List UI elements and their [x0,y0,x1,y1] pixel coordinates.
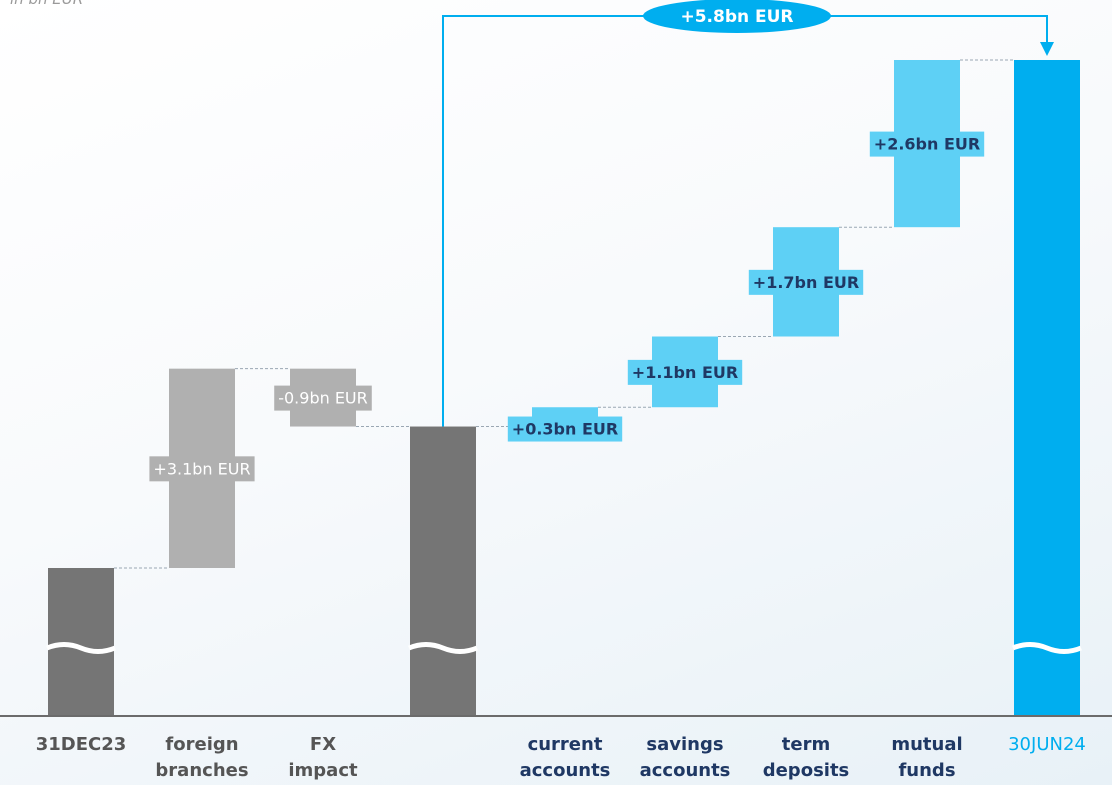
value-label-current-accounts-box [507,416,623,442]
bridge-label-pill [643,0,831,33]
value-label-term-deposits-box [748,269,864,295]
category-label-mutual-funds: mutual funds [891,734,962,781]
value-label-mutual-funds: +2.6bn EUR [874,135,980,154]
category-label-foreign-branches: foreign branches [155,734,248,781]
bar-30jun24 [1014,60,1080,716]
bridge-arrow-head [1040,42,1054,56]
bar-bar-3 [410,426,476,716]
bridge-label: +5.8bn EUR [680,7,793,27]
value-label-term-deposits: +1.7bn EUR [753,273,859,292]
value-label-fx-impact: -0.9bn EUR [278,389,368,408]
category-label-term-deposits: term deposits [763,734,850,781]
value-label-foreign-branches: +3.1bn EUR [153,459,250,478]
category-label-31dec23: 31DEC23 [36,734,127,755]
value-label-foreign-branches-box [149,456,255,482]
value-label-fx-impact-box [274,385,372,411]
value-label-savings-accounts: +1.1bn EUR [632,363,738,382]
unit-label: in bn EUR [10,0,83,8]
bar-31dec23 [48,568,114,716]
value-label-current-accounts: +0.3bn EUR [512,420,618,439]
value-label-mutual-funds-box [869,131,985,157]
category-label-current-accounts: current accounts [520,734,611,781]
axis-break-mark [46,642,116,654]
category-label-fx-impact: FX impact [288,734,358,781]
axis-break-mark [408,642,478,654]
axis-break-mark [1012,642,1082,654]
category-label-30jun24: 30JUN24 [1008,734,1086,755]
value-label-savings-accounts-box [627,359,743,385]
category-label-savings-accounts: savings accounts [640,734,731,781]
